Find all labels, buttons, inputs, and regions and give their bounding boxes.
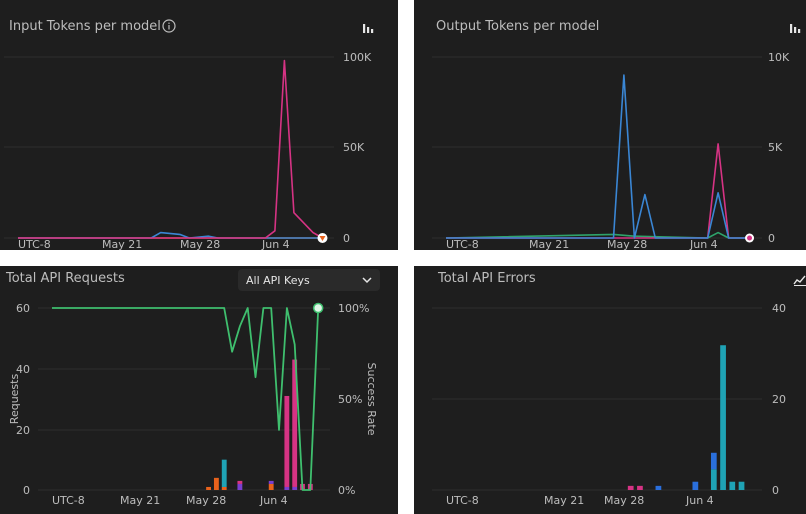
x-tick-label: May 21 [544,494,584,507]
y-tick-label: 0 [343,232,350,245]
panel-title: Total API Errors [438,271,536,286]
x-tick-label: May 28 [607,238,647,250]
output-tokens-chart: 10K 5K 0 UTC-8 May 21 May 28 Jun 4 [432,51,790,250]
y-tick-label: 100K [343,51,372,64]
input-tokens-chart: 100K 50K 0 UTC-8 May 21 May 28 Jun 4 [4,51,372,250]
x-tick-label: May 28 [604,494,644,507]
y-tick-label: 40 [772,302,786,315]
panel-title: Total API Requests [6,271,125,286]
bar-segment [268,483,274,490]
series-line [445,231,750,239]
bar-segment [221,486,227,490]
bar-segment [627,485,634,490]
series-line [18,59,323,239]
bar-segment [284,486,290,490]
bar-segment [692,481,699,490]
y-axis-label: Requests [8,374,21,425]
series-line [446,74,750,239]
y-tick-label: 0 [23,484,30,497]
api-errors-panel: Total API Errors 40 20 0 UTC-8 May 21 May 28 J… [414,266,806,514]
endpoint-marker-arrow [319,236,326,241]
info-icon[interactable] [162,19,176,33]
bar-segment [268,480,274,484]
bar-segment [221,459,227,487]
chevron-down-icon [362,277,372,284]
y-tick-label: 5K [768,141,783,154]
bar-segment [637,485,643,490]
x-tick-label: May 21 [529,238,569,250]
series-line [446,143,750,239]
bar-chart-icon[interactable] [789,21,801,33]
bar-segment [710,469,717,490]
x-tick-label: UTC-8 [446,238,479,250]
y-tick-label: 10K [768,51,790,64]
y-tick-label: 40 [16,363,30,376]
success-rate-line [52,307,320,491]
api-requests-panel: Total API Requests All API Keys 60 40 20 0 1… [0,266,398,514]
bar-segment [292,359,298,487]
api-requests-chart: 60 40 20 0 100% 50% 0% Requests Success Rate UTC-… [8,302,378,507]
bar-segment [729,481,736,490]
bar-segment [720,345,726,490]
dropdown-value: All API Keys [246,273,310,287]
bar-segment [206,486,211,490]
y2-tick-label: 0% [338,484,355,497]
x-tick-label: Jun 4 [689,238,718,250]
bar-segment [655,485,662,490]
y-tick-label: 50K [343,141,365,154]
bar-segment [710,452,717,470]
panel-title: Output Tokens per model [436,19,600,34]
bar-segment [292,486,298,490]
y-tick-label: 60 [16,302,30,315]
api-errors-chart: 40 20 0 UTC-8 May 21 May 28 Jun 4 [432,302,786,507]
x-tick-label: UTC-8 [18,238,51,250]
api-keys-dropdown[interactable]: All API Keys [238,269,380,291]
y-tick-label: 20 [16,424,30,437]
panel-title: Input Tokens per model [9,19,161,34]
output-tokens-panel: Output Tokens per model 10K 5K 0 UTC-8 May 2… [414,0,806,250]
y2-tick-label: 50% [338,393,362,406]
bar-segment [237,483,243,490]
x-tick-label: May 28 [186,494,226,507]
endpoint-marker-dot [747,235,753,241]
bar-segment [213,477,219,490]
x-tick-label: Jun 4 [685,494,714,507]
y-tick-label: 0 [772,484,779,497]
x-tick-label: UTC-8 [446,494,479,507]
y2-tick-label: 100% [338,302,369,315]
y-tick-label: 0 [768,232,775,245]
y-tick-label: 20 [772,393,786,406]
x-tick-label: May 28 [180,238,220,250]
x-tick-label: May 21 [102,238,142,250]
bar-segment [284,395,290,487]
x-tick-label: May 21 [120,494,160,507]
success-rate-endpoint [312,302,324,314]
input-tokens-panel: Input Tokens per model 100K 50K 0 UTC-8 May … [0,0,398,250]
line-chart-icon[interactable] [793,275,806,286]
x-tick-label: Jun 4 [259,494,288,507]
x-tick-label: Jun 4 [261,238,290,250]
bar-chart-icon[interactable] [362,21,374,33]
bar-segment [738,481,745,490]
x-tick-label: UTC-8 [52,494,85,507]
bar-segment [237,480,243,484]
y2-axis-label: Success Rate [365,363,378,436]
